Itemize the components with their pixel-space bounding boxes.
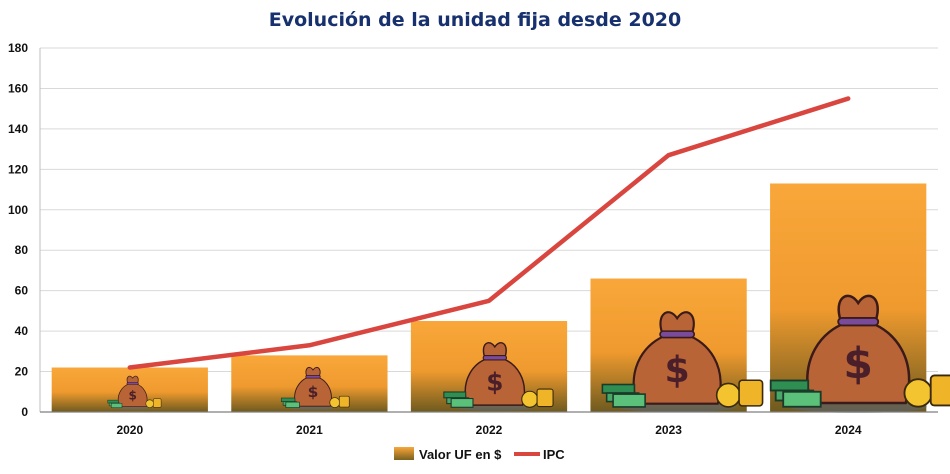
money-bag-icon: $ — [601, 311, 764, 413]
coin-stack — [929, 374, 950, 407]
coin — [715, 382, 741, 408]
y-tick-label: 0 — [21, 405, 28, 419]
bag-top — [482, 342, 507, 358]
x-tick-label: 2021 — [296, 423, 323, 437]
bag-top — [659, 311, 695, 335]
axis-layer: 0 20 40 60 80 100 120 140 160 180 2020 2021 2022 2023… — [8, 41, 938, 437]
cash-bill — [612, 393, 646, 408]
cash-bill — [111, 403, 123, 408]
dollar-sign: $ — [308, 383, 319, 401]
cash-stack — [107, 399, 119, 404]
x-tick-label: 2022 — [476, 423, 503, 437]
money-bag-icon: $ — [107, 375, 162, 410]
cash-stack — [280, 397, 296, 402]
coin — [145, 399, 154, 408]
cash-bill — [285, 401, 300, 408]
chart-title: Evolución de la unidad fija desde 2020 — [269, 9, 682, 31]
bag-top — [305, 366, 321, 377]
y-tick-label: 100 — [8, 203, 28, 217]
x-tick-label: 2023 — [655, 423, 682, 437]
coin — [521, 390, 539, 408]
x-tick-label: 2024 — [835, 423, 862, 437]
coin-stack — [536, 388, 554, 408]
bag-tie — [482, 355, 508, 361]
bag-top — [837, 294, 879, 322]
coin-stack — [338, 395, 350, 408]
dollar-sign: $ — [128, 388, 136, 402]
y-tick-label: 20 — [15, 365, 29, 379]
coin — [903, 378, 933, 408]
legend-label-bar: Valor UF en $ — [419, 447, 502, 462]
y-tick-label: 40 — [15, 324, 29, 338]
dollar-sign: $ — [665, 348, 690, 391]
y-tick-label: 120 — [8, 162, 28, 176]
y-tick-label: 140 — [8, 122, 28, 136]
money-bag-icon: $ — [280, 366, 350, 410]
bag-top — [126, 375, 139, 384]
y-tick-label: 80 — [15, 243, 29, 257]
y-tick-label: 60 — [15, 284, 29, 298]
y-tick-label: 160 — [8, 81, 28, 95]
cash-stack — [443, 391, 467, 399]
coin-stack — [153, 398, 162, 408]
bag-tie — [659, 330, 696, 339]
coin — [329, 397, 341, 408]
cash-bill — [782, 390, 822, 408]
dollar-sign: $ — [486, 368, 503, 397]
bag-tie — [126, 382, 139, 385]
legend-label-line: IPC — [543, 447, 565, 462]
bars-layer: $ $ $ $ $ — [51, 183, 950, 414]
bag-tie — [305, 375, 321, 379]
cash-bill — [450, 397, 474, 408]
line-series-ipc — [127, 96, 851, 370]
cash-stack — [769, 379, 810, 392]
x-tick-label: 2020 — [116, 423, 143, 437]
money-bag-icon: $ — [443, 342, 554, 411]
coin-stack — [738, 379, 764, 407]
dollar-sign: $ — [843, 340, 873, 389]
legend-swatch-bar — [394, 447, 414, 460]
y-tick-label: 180 — [8, 41, 28, 55]
cash-stack — [601, 383, 636, 394]
money-bag-icon: $ — [769, 294, 950, 414]
bag-tie — [837, 317, 880, 327]
line-layer — [127, 96, 851, 370]
legend: Valor UF en $ IPC — [394, 447, 565, 462]
